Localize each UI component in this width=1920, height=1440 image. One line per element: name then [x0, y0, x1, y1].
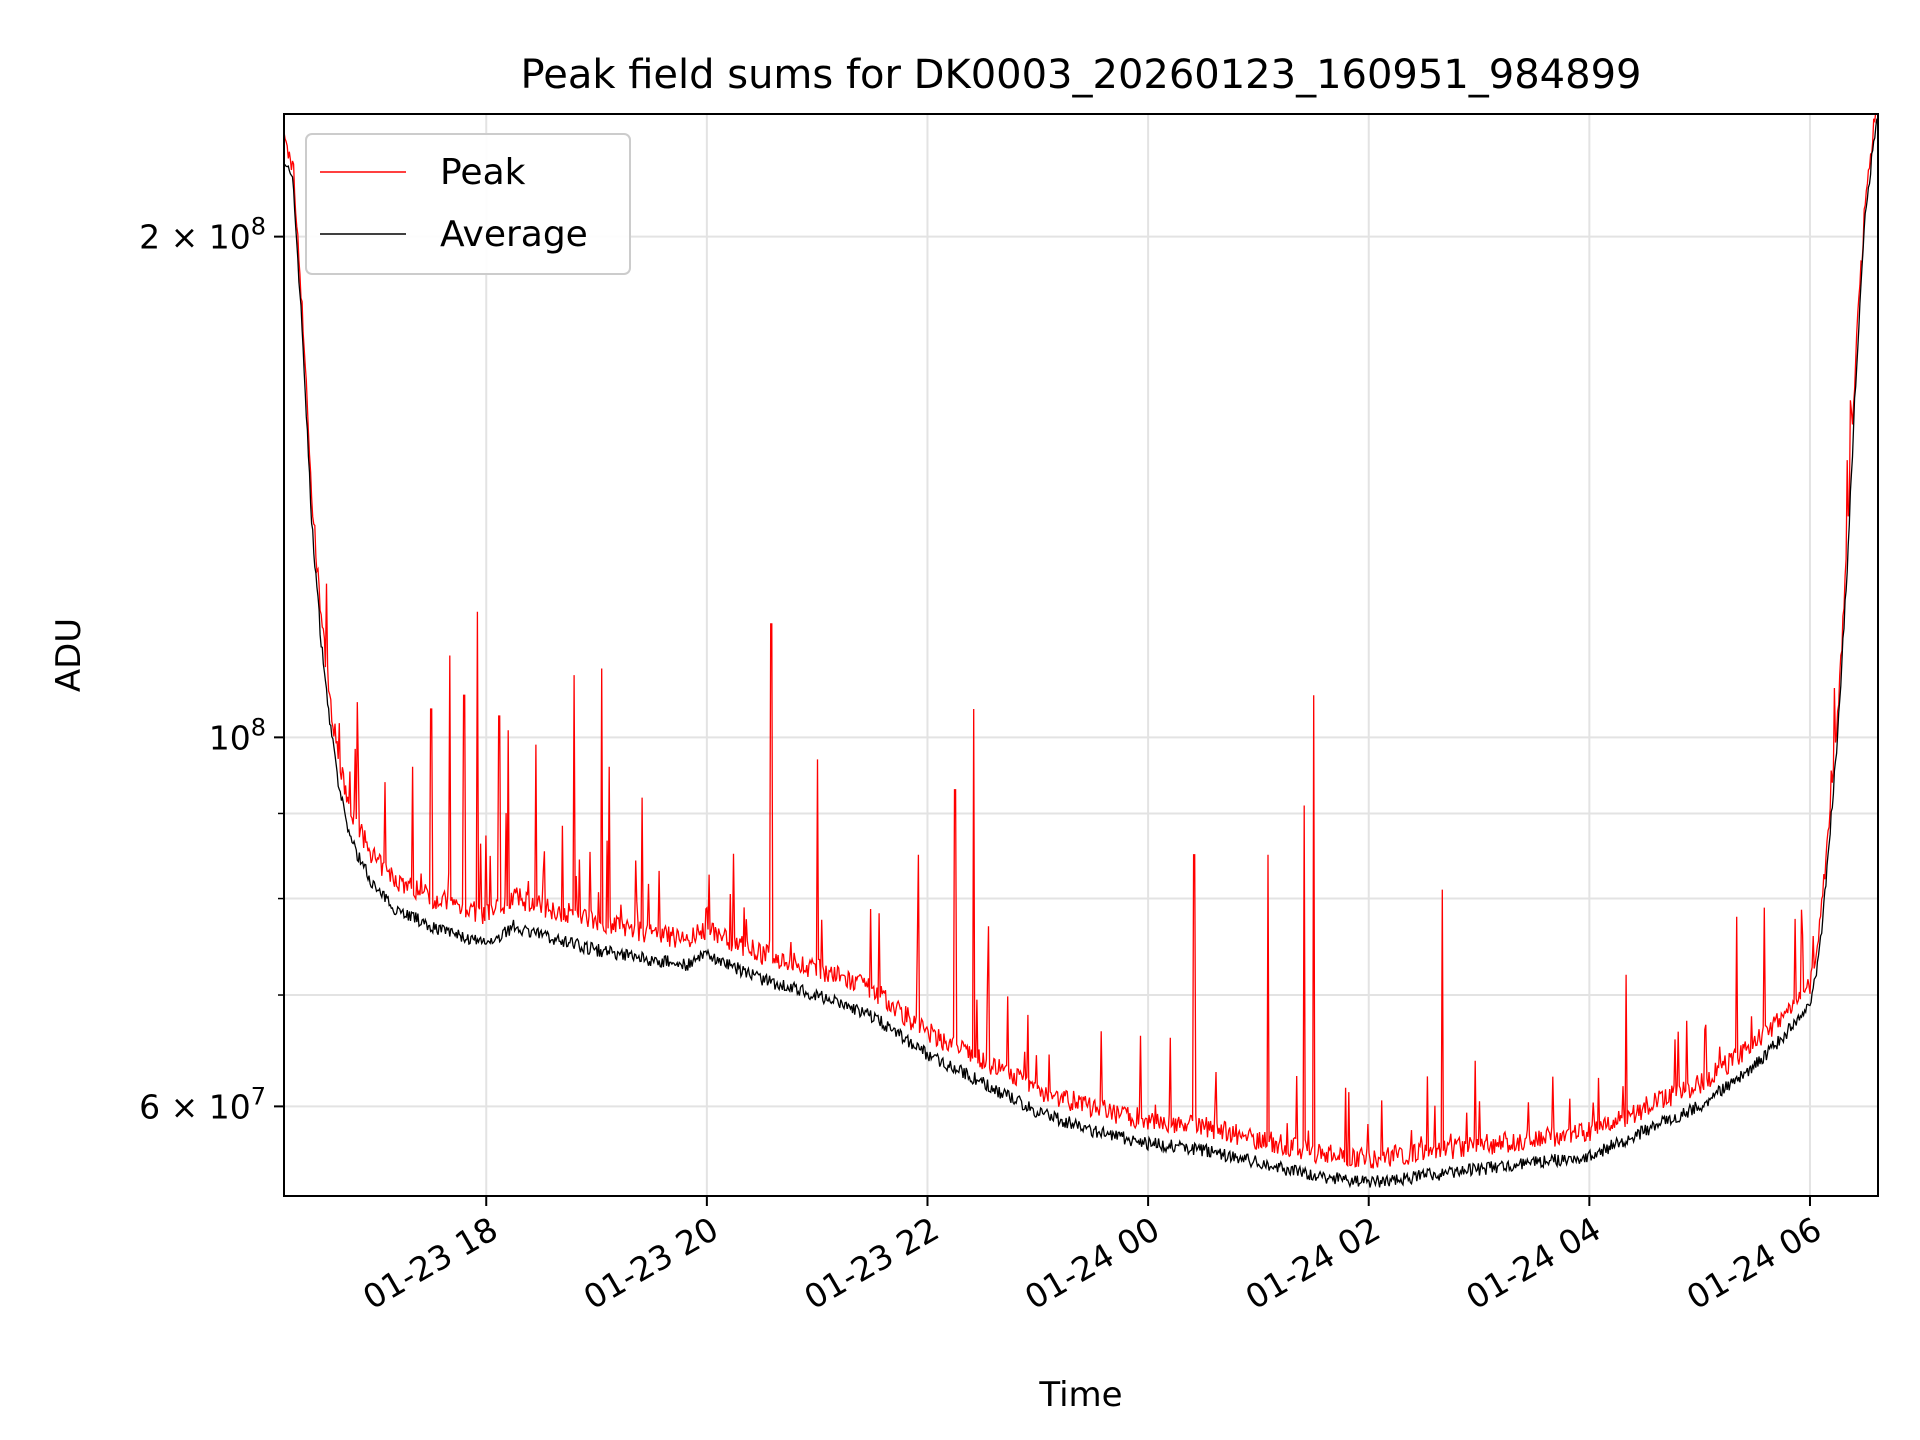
plot-area: [284, 114, 1878, 1189]
y-axis-label: ADU: [49, 618, 89, 692]
legend-label-peak: Peak: [440, 152, 526, 193]
series-line-peak: [284, 114, 1877, 1169]
plot-frame: [283, 113, 1879, 1197]
y-tick-label: 6 × 107: [139, 1082, 266, 1126]
y-tick-label: 108: [209, 713, 266, 757]
x-axis-label: Time: [1038, 1375, 1122, 1415]
y-axis: 6 × 107 108 2 × 108: [139, 213, 284, 1126]
legend: Peak Average: [305, 133, 631, 275]
grid: [284, 114, 1878, 1196]
y-tick-label: 2 × 108: [139, 213, 266, 257]
legend-label-average: Average: [440, 214, 588, 255]
legend-box: [305, 133, 631, 275]
chart-title: Peak field sums for DK0003_20260123_1609…: [521, 52, 1642, 98]
series-line-average: [284, 118, 1878, 1189]
